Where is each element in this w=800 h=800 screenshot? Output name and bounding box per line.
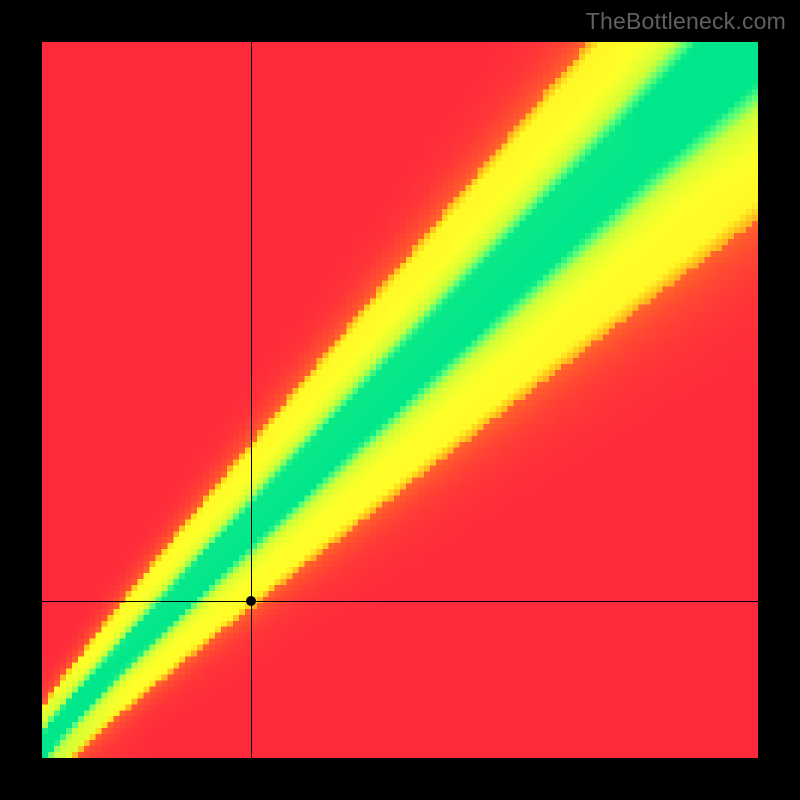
crosshair-vertical [251, 42, 252, 758]
watermark-text: TheBottleneck.com [586, 8, 786, 35]
plot-area [42, 42, 758, 758]
crosshair-horizontal [42, 601, 758, 602]
heatmap-canvas [42, 42, 758, 758]
